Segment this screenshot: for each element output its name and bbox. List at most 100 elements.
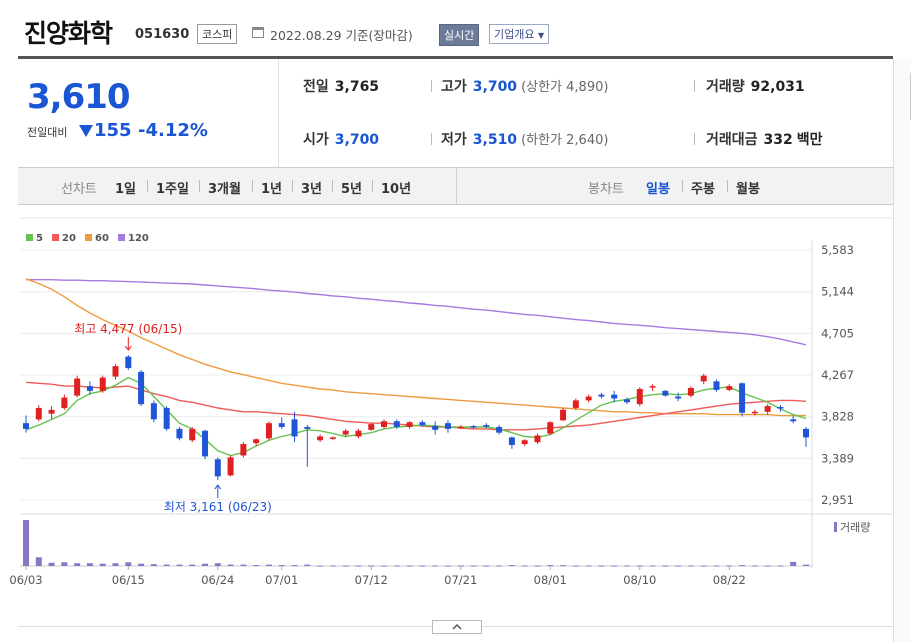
x-tick-label: 06/15 [112, 573, 145, 587]
y-tick-label: 2,951 [821, 493, 854, 507]
realtime-button[interactable]: 실시간 [439, 24, 480, 46]
volume-bar [534, 565, 541, 567]
volume-bar [751, 565, 758, 567]
candle-body [496, 426, 503, 433]
volume-bar [253, 565, 260, 567]
annotations-layer: 최고 4,477 (06/15) 최저 3,161 (06/23) [74, 322, 272, 514]
candle-body [355, 430, 362, 437]
company-info-label: 기업개요 [494, 28, 535, 41]
candle-body [393, 421, 400, 427]
candle-body [163, 407, 170, 429]
x-tick-label: 08/01 [534, 573, 567, 587]
divider [727, 180, 728, 192]
volume-bar [74, 563, 81, 566]
prev-close-value: 3,765 [334, 79, 380, 95]
amount-label: 거래대금 [706, 132, 758, 148]
volume-bar [23, 520, 29, 566]
candle-body [381, 421, 388, 427]
volume-bar [138, 563, 145, 566]
candle-body [790, 419, 797, 422]
down-triangle-icon [79, 125, 93, 137]
divider [332, 180, 333, 192]
legend-swatch [26, 234, 33, 241]
stock-code: 051630 [135, 27, 190, 42]
low-value: 3,510 [472, 132, 518, 148]
period-1w[interactable]: 1주일 [156, 182, 189, 197]
candle-body [636, 388, 643, 405]
volume-legend-label: 거래량 [840, 521, 870, 534]
high-value: 3,700 [472, 79, 518, 95]
candle-body [202, 430, 209, 457]
period-3m[interactable]: 3개월 [208, 182, 241, 197]
current-price: 3,610 [27, 77, 131, 117]
divider [292, 180, 293, 192]
x-tick-label: 08/10 [623, 573, 656, 587]
divider [252, 180, 253, 192]
period-1d[interactable]: 1일 [115, 182, 137, 197]
ma120-line [26, 279, 807, 346]
candle-body [662, 390, 669, 396]
calendar-icon [252, 27, 264, 38]
candle-body [777, 407, 784, 409]
legend-label: 20 [62, 233, 76, 244]
candle-body [547, 422, 554, 434]
low-label: 저가 [441, 132, 467, 148]
period-monthly[interactable]: 월봉 [736, 182, 760, 197]
candle-body [291, 419, 298, 437]
volume-bar [623, 565, 630, 567]
candle-body [521, 440, 528, 445]
candle-body [572, 400, 579, 408]
divider [694, 133, 695, 145]
divider [694, 80, 695, 92]
y-axis: 5,583 5,144 4,705 4,267 3,828 3,389 2,951 [821, 243, 854, 507]
candle-body [176, 428, 183, 439]
company-info-dropdown[interactable]: 기업개요 ▼ [489, 24, 550, 44]
candle-body [23, 423, 29, 429]
lower-limit: (하한가 2,640) [521, 133, 609, 148]
x-tick-label: 06/03 [9, 573, 42, 587]
volume-bar [585, 565, 592, 567]
candle-body [713, 381, 720, 390]
volume-bar [202, 563, 209, 566]
volume-cell: 거래량 92,031 [706, 76, 805, 96]
company-name: 진양화학 [24, 19, 113, 48]
volume-bar [355, 565, 362, 567]
volume-bar [560, 565, 567, 567]
x-tick-label: 07/01 [265, 573, 298, 587]
y-tick-label: 3,828 [821, 410, 854, 424]
x-axis: 06/03 06/15 06/24 07/01 07/12 07/21 08/01 08/10… [9, 566, 746, 587]
period-3y[interactable]: 3년 [301, 182, 323, 197]
volume-legend-swatch [834, 522, 837, 532]
volume-bar [444, 565, 451, 567]
low-cell: 저가 3,510 (하한가 2,640) [441, 129, 608, 149]
legend-label: 120 [128, 233, 149, 244]
x-tick-label: 07/21 [444, 573, 477, 587]
volume-bar [496, 565, 503, 567]
stock-header: 진양화학 051630 코스피 2022.08.29 기준(장마감) 실시간 기… [0, 0, 911, 56]
period-daily[interactable]: 일봉 [646, 182, 670, 197]
volume-bar [649, 565, 656, 567]
period-10y[interactable]: 10년 [381, 182, 412, 197]
volume-bar [572, 565, 579, 567]
volume-bar [726, 565, 733, 567]
low-arrow-head [214, 484, 222, 490]
ma60-line [25, 278, 806, 417]
candle-body [726, 386, 733, 390]
candle-body [342, 430, 349, 435]
period-5y[interactable]: 5년 [341, 182, 363, 197]
legend-swatch [52, 234, 59, 241]
candle-body [189, 428, 196, 441]
y-tick-label: 5,583 [821, 243, 854, 257]
volume-bar [35, 557, 42, 566]
open-value: 3,700 [334, 132, 380, 148]
period-weekly[interactable]: 주봉 [691, 182, 715, 197]
volume-bar [393, 565, 400, 567]
candle-body [240, 444, 247, 456]
chart-toolbar: 선차트 1일 1주일 3개월 1년 3년 5년 10년 봉차트 일봉 주봉 월봉 [18, 168, 893, 205]
candle-body [700, 375, 707, 382]
period-1y[interactable]: 1년 [261, 182, 283, 197]
collapse-chart-button[interactable] [432, 620, 482, 634]
chart-legend: 5 20 60 120 [26, 233, 149, 244]
ma60-layer [25, 278, 806, 417]
volume-bar [163, 564, 170, 566]
